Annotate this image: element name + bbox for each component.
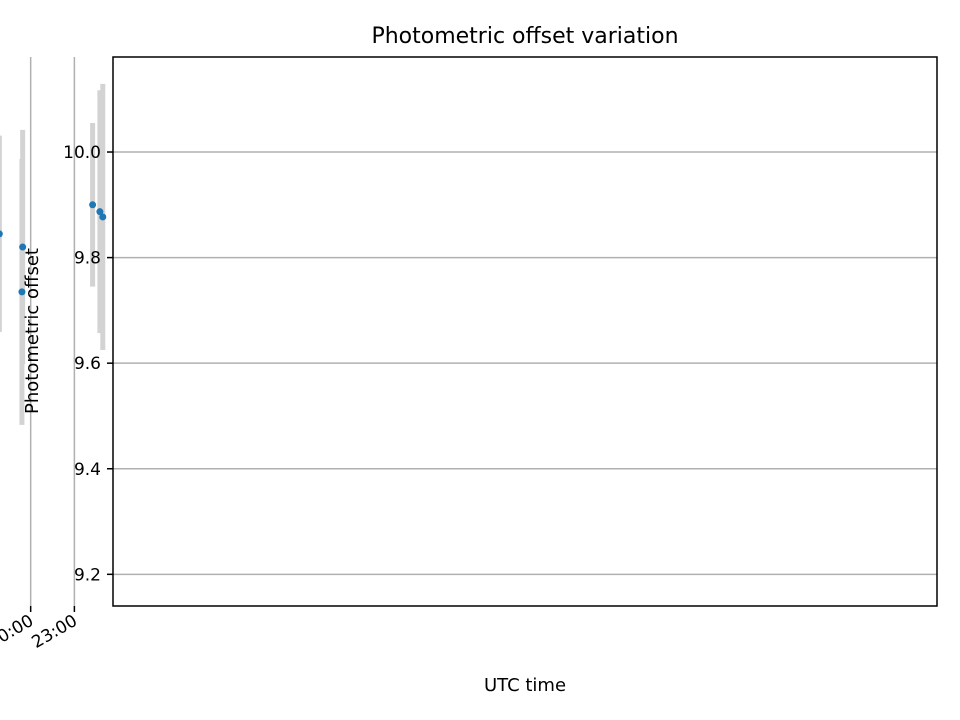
data-point [96,208,104,216]
data-point [0,230,3,238]
chart-title: Photometric offset variation [371,24,678,49]
data-point [18,288,26,296]
y-tick-label: 10.0 [63,143,101,163]
data-point [19,243,27,251]
y-axis: 9.2 9.4 9.6 9.8 10.0 [63,143,113,585]
plot-frame [112,56,938,607]
y-tick-label: 9.4 [74,460,101,480]
y-tick-label: 9.6 [74,354,101,374]
x-tick-label: 00:00 [0,611,37,653]
x-tick-label: 23:00 [28,611,80,653]
y-tick-label: 9.8 [74,249,101,269]
data-point [89,201,97,209]
x-axis-label: UTC time [484,675,566,696]
point-layer [0,201,107,296]
data-point [99,213,107,221]
grid-layer [29,57,937,606]
y-tick-label: 9.2 [74,565,101,585]
y-axis-label: Photometric offset [22,248,43,414]
